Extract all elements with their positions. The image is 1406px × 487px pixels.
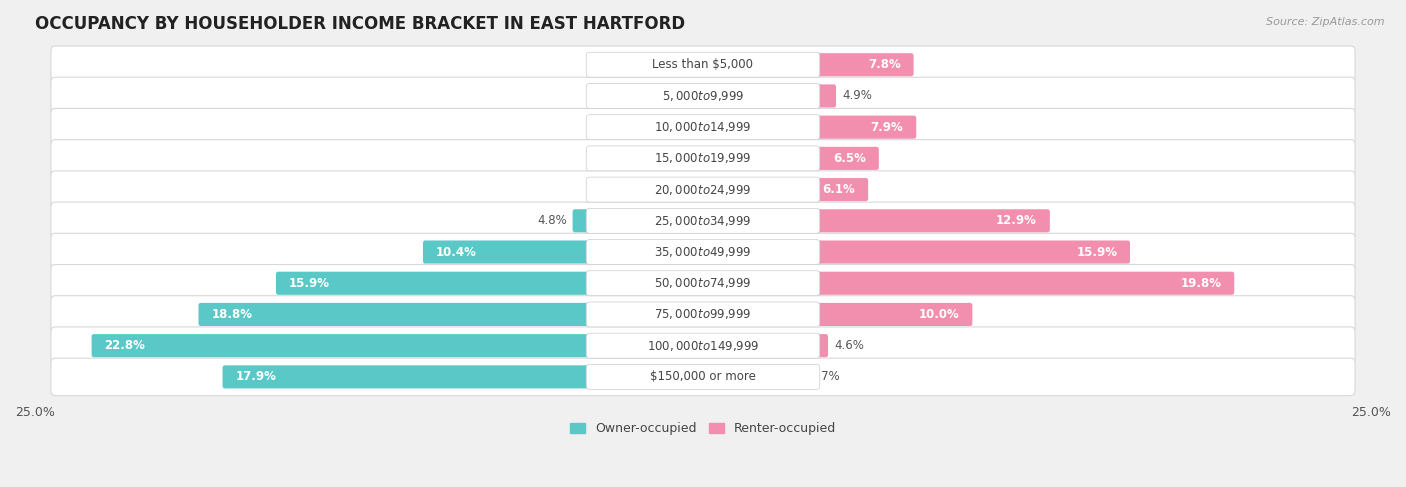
Text: 12.9%: 12.9% xyxy=(997,214,1038,227)
Text: 4.6%: 4.6% xyxy=(834,339,863,352)
FancyBboxPatch shape xyxy=(658,115,706,139)
Text: 1.3%: 1.3% xyxy=(630,90,661,102)
Text: Less than $5,000: Less than $5,000 xyxy=(652,58,754,71)
Text: $50,000 to $74,999: $50,000 to $74,999 xyxy=(654,276,752,290)
FancyBboxPatch shape xyxy=(586,177,820,202)
FancyBboxPatch shape xyxy=(91,334,706,357)
Text: $10,000 to $14,999: $10,000 to $14,999 xyxy=(654,120,752,134)
FancyBboxPatch shape xyxy=(586,364,820,390)
FancyBboxPatch shape xyxy=(700,115,917,139)
FancyBboxPatch shape xyxy=(276,272,706,295)
FancyBboxPatch shape xyxy=(700,147,879,170)
Text: 17.9%: 17.9% xyxy=(235,371,276,383)
FancyBboxPatch shape xyxy=(645,53,706,76)
FancyBboxPatch shape xyxy=(700,334,828,357)
Text: $25,000 to $34,999: $25,000 to $34,999 xyxy=(654,214,752,228)
Text: 7.8%: 7.8% xyxy=(868,58,901,71)
Text: 4.9%: 4.9% xyxy=(842,90,872,102)
FancyBboxPatch shape xyxy=(51,358,1355,395)
Text: 1.6%: 1.6% xyxy=(623,121,652,133)
FancyBboxPatch shape xyxy=(700,84,837,108)
FancyBboxPatch shape xyxy=(700,303,973,326)
Text: $75,000 to $99,999: $75,000 to $99,999 xyxy=(654,307,752,321)
FancyBboxPatch shape xyxy=(700,178,868,201)
Text: 10.4%: 10.4% xyxy=(436,245,477,259)
Text: OCCUPANCY BY HOUSEHOLDER INCOME BRACKET IN EAST HARTFORD: OCCUPANCY BY HOUSEHOLDER INCOME BRACKET … xyxy=(35,15,685,33)
FancyBboxPatch shape xyxy=(700,209,1050,232)
FancyBboxPatch shape xyxy=(222,365,706,389)
Text: 22.8%: 22.8% xyxy=(104,339,145,352)
Text: 4.8%: 4.8% xyxy=(537,214,567,227)
FancyBboxPatch shape xyxy=(51,264,1355,302)
FancyBboxPatch shape xyxy=(631,178,706,201)
Text: $15,000 to $19,999: $15,000 to $19,999 xyxy=(654,151,752,166)
FancyBboxPatch shape xyxy=(700,241,1130,263)
FancyBboxPatch shape xyxy=(586,114,820,140)
FancyBboxPatch shape xyxy=(423,241,706,263)
FancyBboxPatch shape xyxy=(586,208,820,233)
FancyBboxPatch shape xyxy=(51,109,1355,146)
FancyBboxPatch shape xyxy=(586,333,820,358)
FancyBboxPatch shape xyxy=(586,146,820,171)
Text: 15.9%: 15.9% xyxy=(288,277,330,290)
Text: $20,000 to $24,999: $20,000 to $24,999 xyxy=(654,183,752,197)
FancyBboxPatch shape xyxy=(586,240,820,264)
Text: 15.9%: 15.9% xyxy=(1076,245,1118,259)
FancyBboxPatch shape xyxy=(647,147,706,170)
Text: 2.0%: 2.0% xyxy=(612,152,641,165)
FancyBboxPatch shape xyxy=(198,303,706,326)
Text: 2.1%: 2.1% xyxy=(609,58,638,71)
FancyBboxPatch shape xyxy=(586,302,820,327)
Text: 19.8%: 19.8% xyxy=(1181,277,1222,290)
FancyBboxPatch shape xyxy=(51,77,1355,114)
Text: 7.9%: 7.9% xyxy=(870,121,904,133)
Text: 18.8%: 18.8% xyxy=(211,308,252,321)
Text: 6.5%: 6.5% xyxy=(834,152,866,165)
Text: 10.0%: 10.0% xyxy=(918,308,959,321)
Legend: Owner-occupied, Renter-occupied: Owner-occupied, Renter-occupied xyxy=(565,417,841,441)
FancyBboxPatch shape xyxy=(700,53,914,76)
FancyBboxPatch shape xyxy=(51,327,1355,364)
FancyBboxPatch shape xyxy=(51,202,1355,240)
FancyBboxPatch shape xyxy=(572,209,706,232)
Text: $150,000 or more: $150,000 or more xyxy=(650,371,756,383)
Text: 2.6%: 2.6% xyxy=(596,183,626,196)
FancyBboxPatch shape xyxy=(586,52,820,77)
FancyBboxPatch shape xyxy=(700,365,804,389)
Text: $5,000 to $9,999: $5,000 to $9,999 xyxy=(662,89,744,103)
Text: 6.1%: 6.1% xyxy=(823,183,855,196)
FancyBboxPatch shape xyxy=(700,272,1234,295)
Text: $100,000 to $149,999: $100,000 to $149,999 xyxy=(647,338,759,353)
FancyBboxPatch shape xyxy=(51,296,1355,333)
FancyBboxPatch shape xyxy=(586,83,820,109)
FancyBboxPatch shape xyxy=(666,84,706,108)
FancyBboxPatch shape xyxy=(51,233,1355,271)
Text: $35,000 to $49,999: $35,000 to $49,999 xyxy=(654,245,752,259)
FancyBboxPatch shape xyxy=(51,140,1355,177)
Text: 3.7%: 3.7% xyxy=(810,371,839,383)
Text: Source: ZipAtlas.com: Source: ZipAtlas.com xyxy=(1267,17,1385,27)
FancyBboxPatch shape xyxy=(586,271,820,296)
FancyBboxPatch shape xyxy=(51,46,1355,83)
FancyBboxPatch shape xyxy=(51,171,1355,208)
